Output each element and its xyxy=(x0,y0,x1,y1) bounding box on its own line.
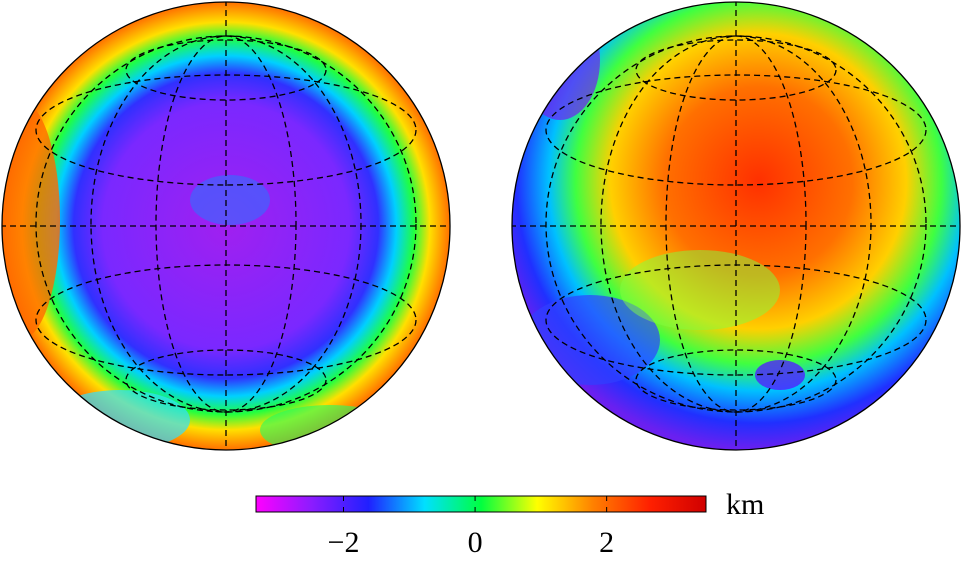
graticule xyxy=(2,2,450,450)
graticule xyxy=(512,2,960,450)
tick-label: 0 xyxy=(468,526,483,559)
colorbar-unit: km xyxy=(726,488,764,521)
tick-label: −2 xyxy=(328,526,360,559)
globe-outline xyxy=(1,1,451,451)
right-globe xyxy=(511,1,961,451)
colorbar: km −2 0 2 xyxy=(255,488,764,559)
tick-label: 2 xyxy=(599,526,614,559)
globe-outline xyxy=(511,1,961,451)
left-globe xyxy=(1,1,451,451)
colorbar-scale xyxy=(255,495,707,513)
